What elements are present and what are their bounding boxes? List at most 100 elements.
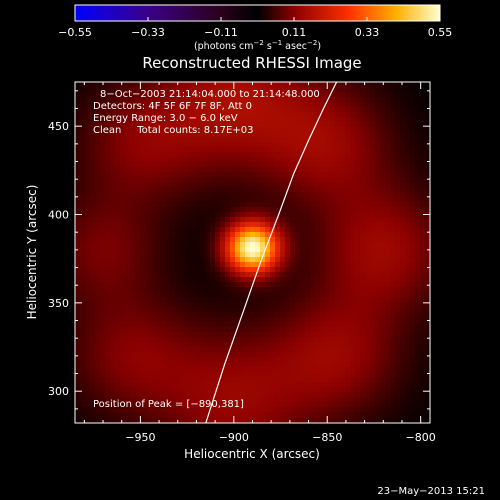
heatmap-cell <box>165 232 171 238</box>
heatmap-cell <box>325 127 331 133</box>
heatmap-cell <box>265 122 271 128</box>
heatmap-cell <box>220 102 226 108</box>
heatmap-cell <box>280 397 286 403</box>
heatmap-cell <box>110 242 116 248</box>
heatmap-cell <box>265 152 271 158</box>
heatmap-cell <box>110 292 116 298</box>
heatmap-cell <box>210 332 216 338</box>
heatmap-cell <box>280 237 286 243</box>
heatmap-cell <box>170 322 176 328</box>
heatmap-cell <box>365 302 371 308</box>
heatmap-cell <box>260 147 266 153</box>
heatmap-cell <box>175 142 181 148</box>
heatmap-cell <box>75 207 81 213</box>
heatmap-cell <box>165 377 171 383</box>
heatmap-cell <box>335 172 341 178</box>
heatmap-cell <box>255 242 261 248</box>
heatmap-cell <box>160 307 166 313</box>
heatmap-cell <box>235 197 241 203</box>
heatmap-cell <box>120 122 126 128</box>
heatmap-cell <box>110 152 116 158</box>
heatmap-cell <box>345 112 351 118</box>
heatmap-cell <box>120 302 126 308</box>
heatmap-cell <box>370 92 376 98</box>
heatmap-cell <box>130 177 136 183</box>
heatmap-cell <box>275 97 281 103</box>
heatmap-cell <box>270 102 276 108</box>
heatmap-cell <box>235 282 241 288</box>
heatmap-cell <box>130 417 136 423</box>
heatmap-cell <box>190 97 196 103</box>
heatmap-cell <box>165 397 171 403</box>
heatmap-cell <box>180 162 186 168</box>
heatmap-cell <box>155 387 161 393</box>
heatmap-cell <box>220 212 226 218</box>
heatmap-cell <box>170 287 176 293</box>
heatmap-cell <box>425 132 430 138</box>
heatmap-cell <box>260 92 266 98</box>
heatmap-cell <box>175 307 181 313</box>
heatmap-cell <box>280 197 286 203</box>
heatmap-cell <box>105 102 111 108</box>
heatmap-cell <box>165 267 171 273</box>
heatmap-cell <box>170 252 176 258</box>
heatmap-cell <box>190 297 196 303</box>
heatmap-cell <box>420 112 426 118</box>
heatmap-cell <box>395 187 401 193</box>
heatmap-cell <box>385 372 391 378</box>
heatmap-cell <box>140 147 146 153</box>
heatmap-cell <box>125 102 131 108</box>
heatmap-cell <box>120 87 126 93</box>
heatmap-cell <box>405 372 411 378</box>
heatmap-cell <box>355 107 361 113</box>
heatmap-cell <box>400 192 406 198</box>
heatmap-cell <box>305 312 311 318</box>
heatmap-cell <box>200 152 206 158</box>
heatmap-cell <box>145 117 151 123</box>
heatmap-cell <box>420 387 426 393</box>
heatmap-cell <box>300 377 306 383</box>
heatmap-cell <box>340 232 346 238</box>
heatmap-cell <box>140 177 146 183</box>
heatmap-cell <box>415 267 421 273</box>
heatmap-cell <box>420 162 426 168</box>
heatmap-cell <box>115 187 121 193</box>
heatmap-cell <box>295 152 301 158</box>
heatmap-cell <box>75 242 81 248</box>
heatmap-cell <box>145 272 151 278</box>
heatmap-cell <box>370 362 376 368</box>
heatmap-cell <box>370 407 376 413</box>
heatmap-cell <box>330 92 336 98</box>
heatmap-cell <box>215 402 221 408</box>
heatmap-cell <box>320 122 326 128</box>
heatmap-cell <box>410 347 416 353</box>
heatmap-cell <box>245 132 251 138</box>
heatmap-cell <box>135 132 141 138</box>
heatmap-cell <box>215 337 221 343</box>
heatmap-cell <box>115 137 121 143</box>
heatmap-cell <box>180 387 186 393</box>
heatmap-cell <box>395 102 401 108</box>
heatmap-cell <box>285 112 291 118</box>
heatmap-cell <box>245 167 251 173</box>
heatmap-cell <box>130 377 136 383</box>
heatmap-cell <box>105 362 111 368</box>
heatmap-cell <box>95 307 101 313</box>
heatmap-cell <box>420 262 426 268</box>
heatmap-cell <box>110 267 116 273</box>
heatmap-cell <box>145 387 151 393</box>
heatmap-cell <box>345 412 351 418</box>
heatmap-cell <box>370 247 376 253</box>
heatmap-cell <box>230 102 236 108</box>
heatmap-cell <box>180 82 186 88</box>
heatmap-cell <box>270 302 276 308</box>
heatmap-cell <box>150 222 156 228</box>
heatmap-cell <box>350 337 356 343</box>
heatmap-cell <box>305 187 311 193</box>
heatmap-cell <box>400 252 406 258</box>
heatmap-cell <box>125 247 131 253</box>
heatmap-cell <box>195 267 201 273</box>
heatmap-cell <box>85 392 91 398</box>
heatmap-cell <box>90 407 96 413</box>
heatmap-cell <box>390 142 396 148</box>
